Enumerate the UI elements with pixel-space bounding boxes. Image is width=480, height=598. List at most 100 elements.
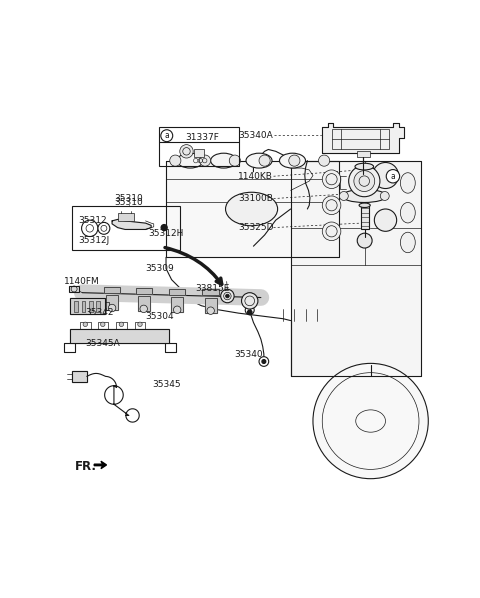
Circle shape <box>241 292 258 309</box>
Ellipse shape <box>355 163 373 170</box>
Text: 33815E: 33815E <box>196 285 230 294</box>
Polygon shape <box>135 288 152 294</box>
Text: 35342: 35342 <box>85 308 114 317</box>
Circle shape <box>354 170 375 191</box>
Ellipse shape <box>359 203 370 208</box>
Text: 35340A: 35340A <box>238 131 273 140</box>
Circle shape <box>313 364 428 478</box>
Ellipse shape <box>342 190 386 203</box>
Ellipse shape <box>211 153 237 168</box>
Bar <box>194 150 204 157</box>
Circle shape <box>180 145 193 158</box>
Bar <box>203 289 219 295</box>
Circle shape <box>289 155 300 166</box>
Circle shape <box>319 155 330 166</box>
Circle shape <box>119 322 124 327</box>
Polygon shape <box>106 295 118 310</box>
Circle shape <box>98 222 110 234</box>
Bar <box>360 166 366 170</box>
Bar <box>96 301 100 312</box>
Circle shape <box>248 310 252 315</box>
Circle shape <box>161 225 167 231</box>
Circle shape <box>173 306 181 313</box>
Circle shape <box>322 170 341 188</box>
Ellipse shape <box>400 232 415 253</box>
Circle shape <box>372 163 398 188</box>
Circle shape <box>259 356 269 367</box>
Circle shape <box>245 306 254 315</box>
Circle shape <box>108 304 116 312</box>
Polygon shape <box>169 289 185 295</box>
Polygon shape <box>171 297 183 312</box>
Polygon shape <box>166 161 339 257</box>
Bar <box>89 301 93 312</box>
Polygon shape <box>72 371 87 382</box>
Circle shape <box>374 209 396 231</box>
Circle shape <box>357 233 372 248</box>
Polygon shape <box>322 123 404 153</box>
Circle shape <box>170 155 181 166</box>
Polygon shape <box>360 205 369 230</box>
Text: 31337F: 31337F <box>186 133 220 142</box>
Bar <box>72 371 87 382</box>
Bar <box>332 129 389 150</box>
Circle shape <box>207 307 215 315</box>
Bar <box>360 205 369 230</box>
Text: FR.: FR. <box>75 460 97 473</box>
Ellipse shape <box>246 153 272 168</box>
Circle shape <box>140 305 147 313</box>
Circle shape <box>138 322 142 327</box>
Bar <box>106 295 118 310</box>
Circle shape <box>101 225 107 231</box>
Circle shape <box>259 155 270 166</box>
Circle shape <box>229 155 240 166</box>
Text: 35325D: 35325D <box>238 223 273 232</box>
Polygon shape <box>203 289 219 295</box>
Bar <box>71 298 105 314</box>
Circle shape <box>200 155 211 166</box>
Circle shape <box>380 191 389 200</box>
Text: 35345A: 35345A <box>85 339 120 348</box>
Text: a: a <box>164 131 169 140</box>
Polygon shape <box>94 461 107 469</box>
Text: 1140KB: 1140KB <box>238 172 273 181</box>
Bar <box>82 301 85 312</box>
Ellipse shape <box>177 153 203 168</box>
Bar <box>118 213 134 221</box>
Bar <box>169 289 185 295</box>
Circle shape <box>100 322 105 327</box>
Text: 35312H: 35312H <box>148 229 184 238</box>
Ellipse shape <box>400 173 415 193</box>
Polygon shape <box>290 161 421 376</box>
Circle shape <box>322 222 341 240</box>
Circle shape <box>226 294 229 298</box>
Text: 35304: 35304 <box>145 312 173 321</box>
Bar <box>74 301 78 312</box>
Circle shape <box>83 322 87 327</box>
Text: 35312J: 35312J <box>78 236 109 246</box>
Circle shape <box>86 225 94 232</box>
Polygon shape <box>138 296 150 311</box>
Bar <box>71 329 169 343</box>
Text: 35340: 35340 <box>234 350 263 359</box>
Polygon shape <box>112 219 151 230</box>
Bar <box>171 297 183 312</box>
Circle shape <box>386 170 400 183</box>
Text: 35310: 35310 <box>114 194 143 203</box>
Text: 35310: 35310 <box>114 198 143 207</box>
Polygon shape <box>204 298 216 313</box>
Circle shape <box>339 191 348 200</box>
Text: 35309: 35309 <box>145 264 174 273</box>
Ellipse shape <box>226 192 277 225</box>
Ellipse shape <box>400 203 415 223</box>
Ellipse shape <box>279 153 305 168</box>
Circle shape <box>322 196 341 215</box>
Bar <box>135 288 152 294</box>
Circle shape <box>161 130 173 142</box>
Bar <box>204 298 216 313</box>
Polygon shape <box>104 287 120 293</box>
Circle shape <box>82 220 98 237</box>
Text: 35312: 35312 <box>78 216 107 225</box>
Circle shape <box>348 166 380 197</box>
Bar <box>158 127 239 166</box>
